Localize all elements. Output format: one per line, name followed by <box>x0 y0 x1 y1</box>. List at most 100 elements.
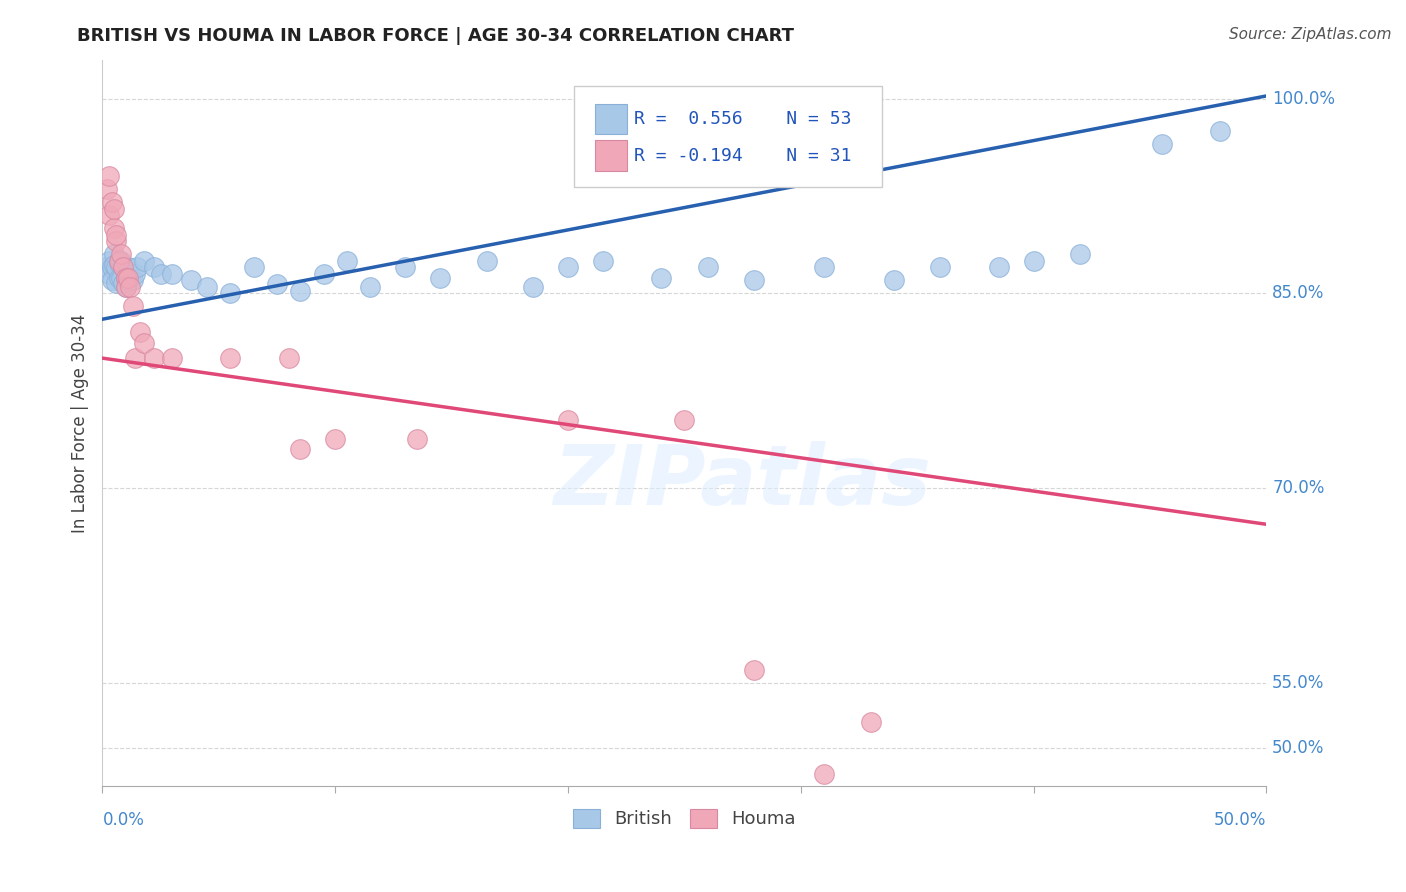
Point <box>100 195 122 210</box>
Point <box>121 299 143 313</box>
Text: 0.0%: 0.0% <box>103 812 145 830</box>
Point <box>105 276 128 290</box>
Point <box>180 273 202 287</box>
Point <box>103 247 125 261</box>
Point <box>110 270 132 285</box>
Point <box>162 267 184 281</box>
Text: R = -0.194    N = 31: R = -0.194 N = 31 <box>634 146 852 164</box>
Point <box>219 351 242 366</box>
Point <box>117 273 139 287</box>
Text: ZIPatlas: ZIPatlas <box>554 441 932 522</box>
FancyBboxPatch shape <box>595 140 627 170</box>
Point <box>557 413 579 427</box>
Point <box>107 256 129 270</box>
Point <box>120 270 142 285</box>
Point <box>1069 247 1091 261</box>
Point <box>120 279 142 293</box>
Point <box>105 227 128 242</box>
Text: 100.0%: 100.0% <box>1272 89 1336 108</box>
Point <box>127 260 149 275</box>
Point <box>394 260 416 275</box>
Point <box>290 442 312 456</box>
Point <box>1209 124 1232 138</box>
Point <box>336 253 359 268</box>
Legend: British, Houma: British, Houma <box>565 802 803 836</box>
Point <box>323 432 346 446</box>
Point <box>929 260 952 275</box>
Point <box>242 260 264 275</box>
Point <box>557 260 579 275</box>
Point <box>162 351 184 366</box>
Point <box>742 663 765 677</box>
Point <box>107 253 129 268</box>
Point <box>124 267 146 281</box>
Point <box>121 273 143 287</box>
Point <box>103 202 125 216</box>
Point <box>128 325 150 339</box>
Point <box>277 351 299 366</box>
Point <box>105 260 128 275</box>
Text: 50.0%: 50.0% <box>1272 739 1324 756</box>
Point <box>475 253 498 268</box>
Point <box>98 208 121 222</box>
Point <box>98 267 121 281</box>
Point <box>266 277 288 292</box>
Point <box>1022 253 1045 268</box>
Point <box>124 351 146 366</box>
Point <box>650 270 672 285</box>
Point <box>142 351 165 366</box>
Point <box>117 260 139 275</box>
Point <box>117 270 139 285</box>
Point <box>114 270 136 285</box>
Point <box>219 286 242 301</box>
Point <box>96 182 118 196</box>
Point <box>105 235 128 249</box>
Point <box>290 284 312 298</box>
Point <box>100 260 122 275</box>
Text: 85.0%: 85.0% <box>1272 285 1324 302</box>
Point <box>103 258 125 272</box>
Text: 50.0%: 50.0% <box>1213 812 1267 830</box>
Point <box>312 267 335 281</box>
Text: 70.0%: 70.0% <box>1272 479 1324 497</box>
Point <box>112 276 135 290</box>
Point <box>987 260 1010 275</box>
Point <box>110 253 132 268</box>
Point <box>149 267 172 281</box>
Point <box>103 221 125 235</box>
Point <box>98 169 121 184</box>
Point <box>673 413 696 427</box>
Point <box>134 253 156 268</box>
Point <box>405 432 427 446</box>
Point <box>107 270 129 285</box>
Point <box>134 335 156 350</box>
FancyBboxPatch shape <box>574 87 882 186</box>
Text: Source: ZipAtlas.com: Source: ZipAtlas.com <box>1229 27 1392 42</box>
Point <box>96 260 118 275</box>
Text: BRITISH VS HOUMA IN LABOR FORCE | AGE 30-34 CORRELATION CHART: BRITISH VS HOUMA IN LABOR FORCE | AGE 30… <box>77 27 794 45</box>
Point <box>522 279 544 293</box>
Y-axis label: In Labor Force | Age 30-34: In Labor Force | Age 30-34 <box>72 313 89 533</box>
Point <box>110 247 132 261</box>
Point <box>114 279 136 293</box>
Text: R =  0.556    N = 53: R = 0.556 N = 53 <box>634 111 852 128</box>
Point <box>859 714 882 729</box>
Point <box>359 279 381 293</box>
Point <box>195 279 218 293</box>
Point <box>883 273 905 287</box>
Point <box>1150 136 1173 151</box>
Point <box>813 260 835 275</box>
Point <box>114 279 136 293</box>
Point <box>742 273 765 287</box>
Point <box>696 260 718 275</box>
Point <box>100 273 122 287</box>
FancyBboxPatch shape <box>595 104 627 135</box>
Point <box>592 253 614 268</box>
Point <box>142 260 165 275</box>
Point <box>429 270 451 285</box>
Text: 55.0%: 55.0% <box>1272 673 1324 691</box>
Point <box>813 766 835 780</box>
Point <box>112 260 135 275</box>
Point <box>114 270 136 285</box>
Point <box>98 253 121 268</box>
